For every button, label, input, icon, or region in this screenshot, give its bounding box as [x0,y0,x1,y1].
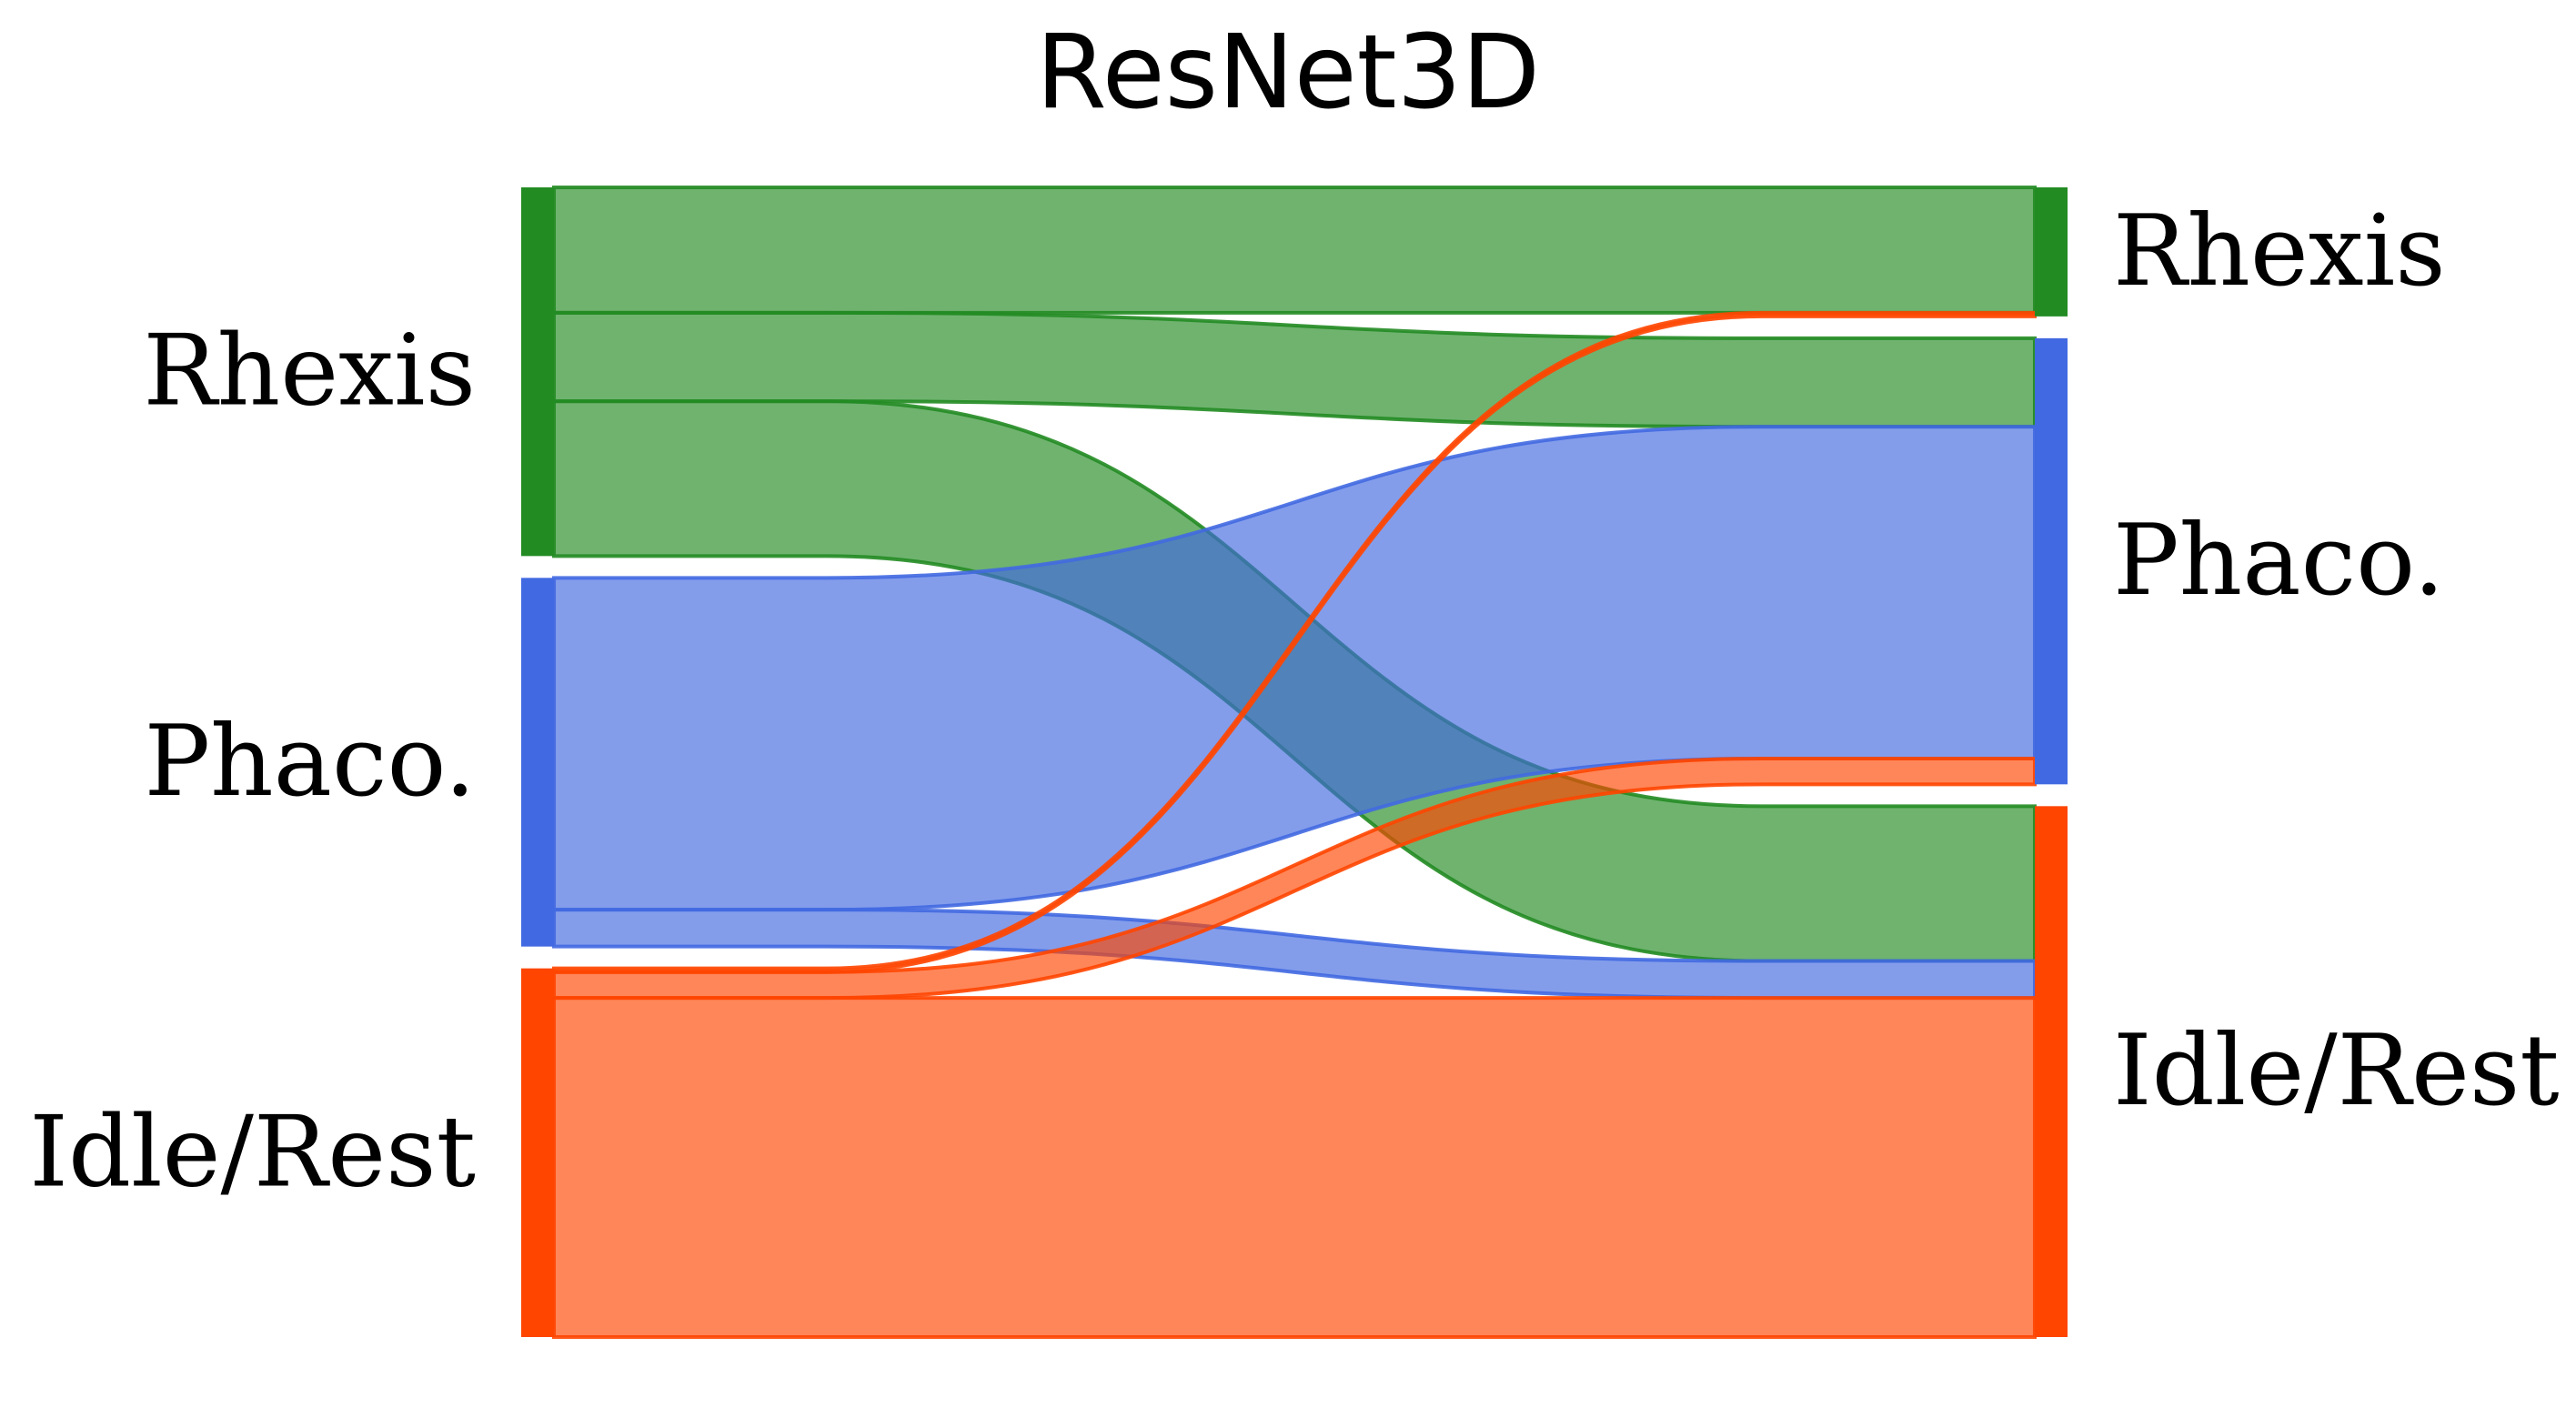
node-bars [521,187,2068,1337]
source-label-rhexis: Rhexis [143,315,476,428]
flow-idle-rest-to-idle-rest [552,996,2037,1340]
flow-rhexis-to-rhexis [552,185,2037,315]
target-label-rhexis: Rhexis [2113,195,2446,308]
target-label-idle-rest: Idle/Rest [2113,1014,2560,1128]
flow-idle-rest-to-rhexis [552,310,2037,974]
target-node-phaco [2035,337,2068,785]
node-labels: Rhexis Phaco. Idle/Rest Rhexis Phaco. Idle/Re… [29,195,2559,1209]
source-label-phaco: Phaco. [144,705,476,819]
flow-links [552,185,2037,1340]
source-node-phaco [521,578,554,947]
target-node-rhexis [2035,187,2068,317]
source-label-idle-rest: Idle/Rest [29,1095,476,1209]
target-node-idle-rest [2035,806,2068,1337]
chart-title: ResNet3D [1036,14,1540,132]
source-node-idle-rest [521,968,554,1337]
source-node-rhexis [521,187,554,557]
target-label-phaco: Phaco. [2113,504,2445,618]
